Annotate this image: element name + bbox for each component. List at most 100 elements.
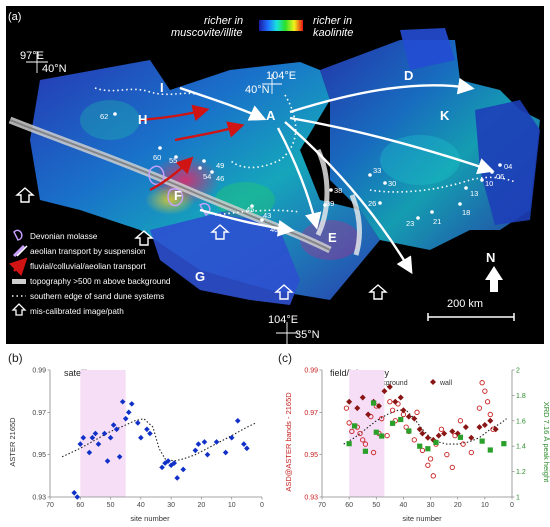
coord-104e-bottom: 104°E xyxy=(268,314,298,326)
data-point-open-circle xyxy=(460,441,466,447)
region-E: E xyxy=(328,230,337,245)
colorbar-right-label-1: richer in xyxy=(313,15,352,27)
data-point-diamond xyxy=(487,417,494,424)
data-point-square xyxy=(379,433,385,439)
data-point-diamond xyxy=(435,432,442,439)
data-point xyxy=(144,426,150,433)
data-point-open-circle xyxy=(444,452,450,458)
data-point-diamond xyxy=(397,394,404,401)
dune-edge-2 xyxy=(229,94,297,169)
data-point-square xyxy=(501,441,507,447)
data-point-square xyxy=(417,443,423,449)
north-arrow: N xyxy=(485,250,503,292)
data-point xyxy=(119,398,126,405)
svg-text:21: 21 xyxy=(433,217,441,226)
data-point-open-circle xyxy=(419,447,426,454)
scale-bar: 200 km xyxy=(427,298,515,321)
data-point-diamond xyxy=(411,415,418,422)
colorbar-left-label-1: richer in xyxy=(204,15,243,27)
data-point xyxy=(128,401,135,407)
x-tick-label: 20 xyxy=(454,502,462,509)
data-point-square xyxy=(346,441,352,447)
coord-40n-left: 40°N xyxy=(42,63,67,75)
data-point xyxy=(74,494,81,500)
colorbar-left-label-2: muscovite/illite xyxy=(171,27,243,39)
data-point-square xyxy=(406,428,412,434)
data-point-open-circle xyxy=(389,407,396,413)
svg-text:49: 49 xyxy=(216,161,224,170)
x-tick-label: 70 xyxy=(46,502,54,509)
svg-text:200 km: 200 km xyxy=(447,298,483,310)
panel-b-title: satellite xyxy=(64,368,95,378)
region-H: H xyxy=(138,112,147,127)
panel-b-label: (b) xyxy=(8,351,23,365)
data-point xyxy=(101,430,108,437)
data-point-open-circle xyxy=(438,426,445,432)
legend-wall-marker xyxy=(430,379,436,385)
data-point-diamond xyxy=(392,398,399,405)
legend-background: background xyxy=(371,380,408,387)
svg-text:30: 30 xyxy=(388,179,396,188)
data-point-square xyxy=(389,420,396,426)
panel-c-label: (c) xyxy=(278,351,292,365)
y2-tick-label: 1.2 xyxy=(516,469,526,476)
x-tick-label: 50 xyxy=(372,502,380,509)
svg-text:26: 26 xyxy=(368,199,376,208)
region-G: G xyxy=(195,269,205,284)
svg-text:45: 45 xyxy=(246,205,254,214)
y-tick-label: 0.95 xyxy=(304,452,318,459)
data-point-open-circle xyxy=(449,464,455,471)
legend-dunes: southern edge of sand dune systems xyxy=(30,292,164,301)
data-point xyxy=(110,422,117,428)
y-tick-label: 0.99 xyxy=(32,368,46,375)
data-point-diamond xyxy=(359,394,366,401)
data-point xyxy=(174,475,180,481)
data-point xyxy=(241,441,247,447)
data-point-diamond xyxy=(400,407,407,414)
x-tick-label: 50 xyxy=(107,502,115,509)
y-tick-label: 0.95 xyxy=(32,452,46,459)
data-point-square xyxy=(370,400,377,406)
data-point xyxy=(135,420,141,426)
data-point-open-circle xyxy=(411,437,417,443)
y-tick-label: 0.93 xyxy=(304,495,318,502)
y2-tick-label: 1.6 xyxy=(516,418,526,425)
x-tick-label: 10 xyxy=(481,502,489,509)
data-point-open-circle xyxy=(384,432,390,439)
x-tick-label: 30 xyxy=(167,502,175,509)
data-point-square xyxy=(398,416,404,423)
colorbar-right-label-2: kaolinite xyxy=(313,27,353,39)
data-point xyxy=(122,415,129,422)
data-point xyxy=(125,409,132,416)
coord-35n: 35°N xyxy=(295,329,320,341)
site-labels: 62 60 55 49 54 46 45 43 40 39 38 33 30 2… xyxy=(100,112,512,234)
data-point xyxy=(113,426,120,433)
data-point-diamond xyxy=(376,402,382,409)
data-point xyxy=(162,460,168,466)
panel-b-xlabel: site number xyxy=(130,514,170,523)
legend-wall: wall xyxy=(439,380,453,387)
y2-tick-label: 1.8 xyxy=(516,393,526,400)
x-tick-label: 40 xyxy=(400,502,408,509)
x-tick-label: 10 xyxy=(228,502,236,509)
svg-text:40: 40 xyxy=(270,225,278,234)
coord-crosshairs xyxy=(26,51,298,344)
data-point xyxy=(159,464,165,471)
legend-molasse: Devonian molasse xyxy=(30,232,98,241)
x-tick-label: 60 xyxy=(345,502,353,509)
svg-text:23: 23 xyxy=(406,219,414,228)
panel-b-ylabel: ASTER 2165D xyxy=(8,417,17,467)
data-point-square xyxy=(487,447,493,453)
data-point-diamond xyxy=(424,434,431,441)
data-point-diamond xyxy=(405,413,412,420)
data-point-open-circle xyxy=(484,399,491,405)
data-point-open-circle xyxy=(427,456,434,462)
svg-text:18: 18 xyxy=(462,208,470,217)
data-point xyxy=(204,451,211,458)
region-F: F xyxy=(174,188,182,203)
panel-c-chart: (c) field/laboratory ASD@ASTER bands - 2… xyxy=(278,351,550,523)
suspension-arrows xyxy=(179,77,495,275)
svg-text:N: N xyxy=(486,250,495,265)
data-point-open-circle xyxy=(457,418,464,424)
data-point-diamond xyxy=(449,428,456,435)
